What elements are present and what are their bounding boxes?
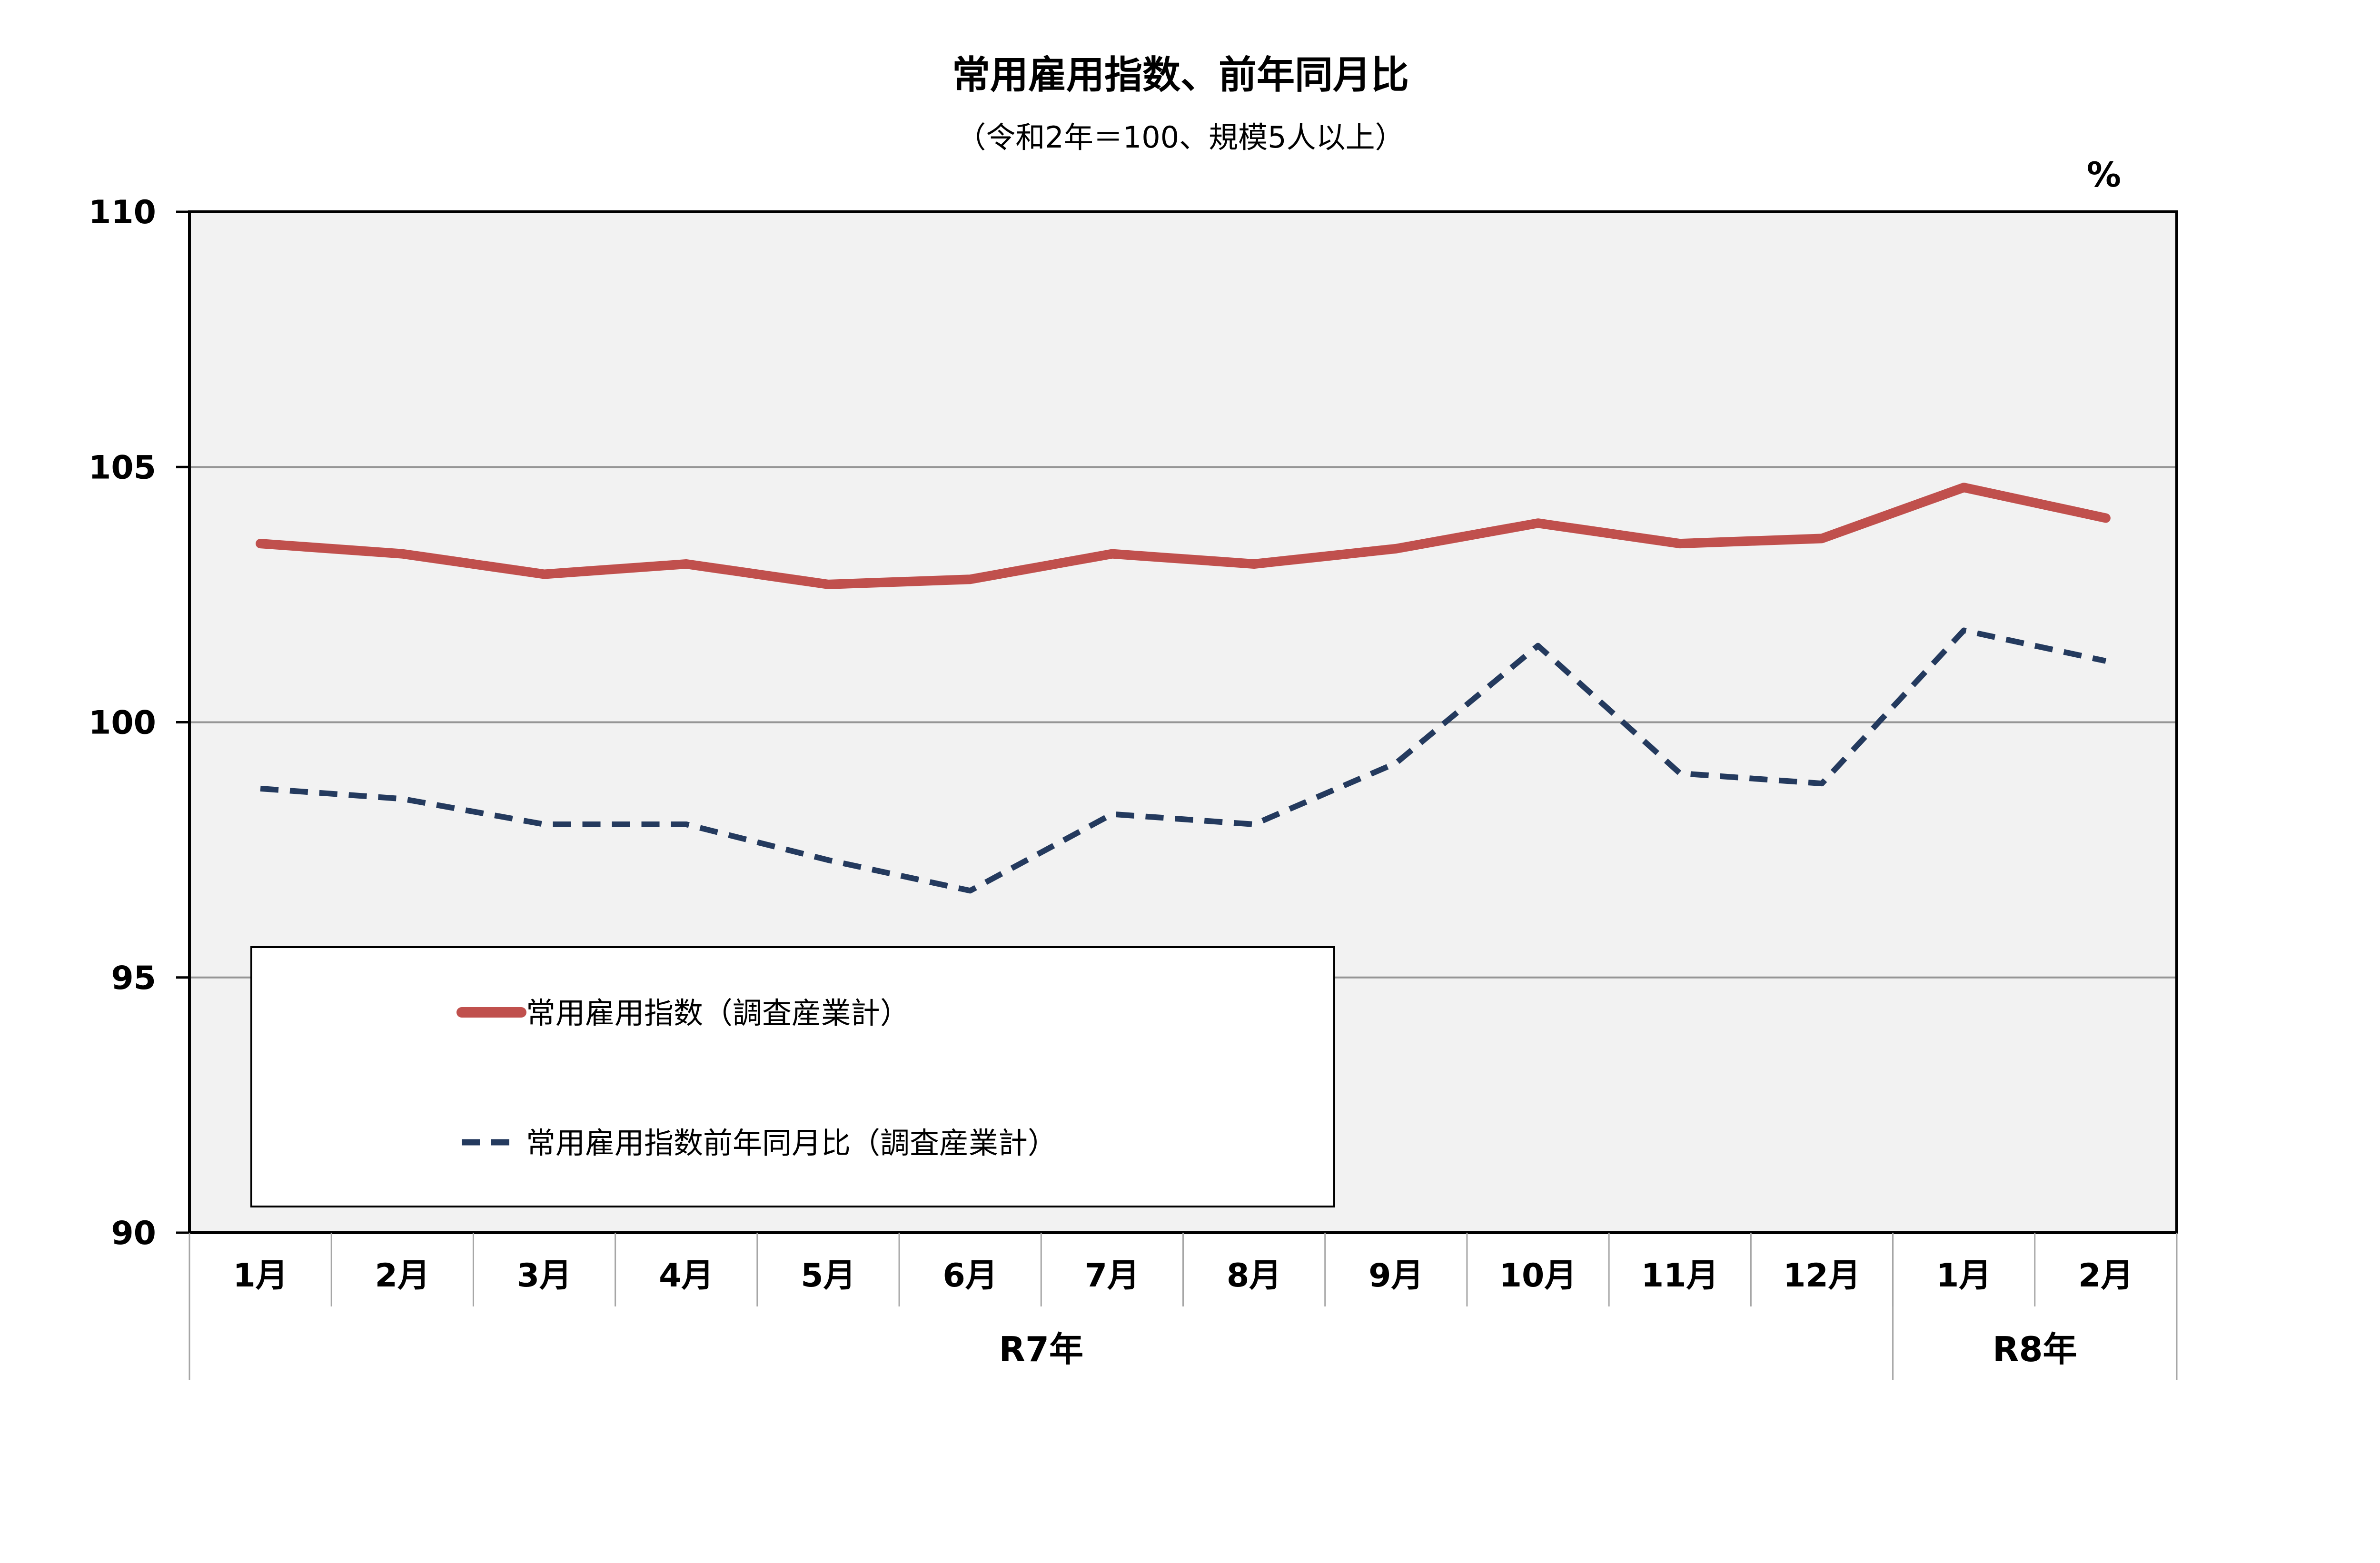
x-tick-label: 10月	[1499, 1257, 1577, 1295]
x-tick-label: 4月	[659, 1257, 714, 1295]
data-point	[260, 788, 261, 789]
y-axis-ticks: 90 95 100 105 110	[89, 194, 189, 1252]
y-tick-label: 100	[89, 704, 156, 742]
data-point	[2105, 661, 2106, 662]
data-point	[1679, 773, 1680, 774]
data-point	[1396, 548, 1397, 549]
data-point	[828, 860, 829, 861]
chart-subtitle: （令和2年＝100、規模5人以上）	[956, 120, 1404, 155]
legend-label-yoy: 常用雇用指数前年同月比（調査産業計）	[526, 1126, 1057, 1160]
x-tick-label: 1月	[1936, 1257, 1991, 1295]
x-group-label: R7年	[999, 1329, 1084, 1369]
x-tick-label: 8月	[1227, 1257, 1281, 1295]
x-tick-label: 3月	[517, 1257, 572, 1295]
data-point	[970, 579, 971, 580]
x-tick-label: 6月	[943, 1257, 998, 1295]
x-tick-label: 7月	[1085, 1257, 1140, 1295]
x-tick-label: 2月	[2078, 1257, 2133, 1295]
legend-box	[250, 946, 1335, 1207]
x-tick-label: 2月	[375, 1257, 430, 1295]
data-point	[1254, 824, 1255, 825]
x-tick-label: 1月	[233, 1257, 288, 1295]
chart-title: 常用雇用指数、前年同月比	[952, 53, 1409, 97]
data-point	[260, 543, 261, 544]
unit-label: %	[2087, 155, 2121, 195]
data-point	[402, 798, 403, 799]
data-point	[1396, 762, 1397, 763]
x-tick-label: 9月	[1368, 1257, 1423, 1295]
y-tick-label: 105	[89, 449, 156, 486]
legend: 常用雇用指数（調査産業計） 常用雇用指数前年同月比（調査産業計）	[250, 946, 1335, 1207]
series-line-index	[256, 483, 2111, 589]
data-point	[686, 824, 687, 825]
y-tick-label: 110	[89, 194, 156, 231]
legend-label-index: 常用雇用指数（調査産業計）	[526, 996, 910, 1030]
data-point	[1537, 523, 1538, 524]
data-point	[1111, 814, 1112, 815]
y-tick-label: 95	[111, 960, 156, 997]
x-axis: 1月 2月 3月 4月 5月 6月 7月 8月 9月 10月 11月 12月 1月 2月 R7年 R8年	[188, 1233, 2178, 1380]
data-point	[1679, 543, 1680, 544]
x-tick-label: 5月	[801, 1257, 855, 1295]
series-line-yoy	[260, 627, 2107, 894]
data-point	[970, 890, 971, 891]
x-tick-label: 11月	[1641, 1257, 1719, 1295]
series-layer	[256, 483, 2111, 894]
x-tick-label: 12月	[1783, 1257, 1861, 1295]
data-point	[1821, 538, 1822, 539]
data-point	[544, 824, 545, 825]
data-point	[828, 584, 829, 585]
data-point	[1821, 783, 1822, 784]
y-tick-label: 90	[111, 1215, 156, 1252]
data-point	[1537, 645, 1538, 646]
x-group-label: R8年	[1993, 1329, 2077, 1369]
data-point	[2105, 518, 2106, 519]
